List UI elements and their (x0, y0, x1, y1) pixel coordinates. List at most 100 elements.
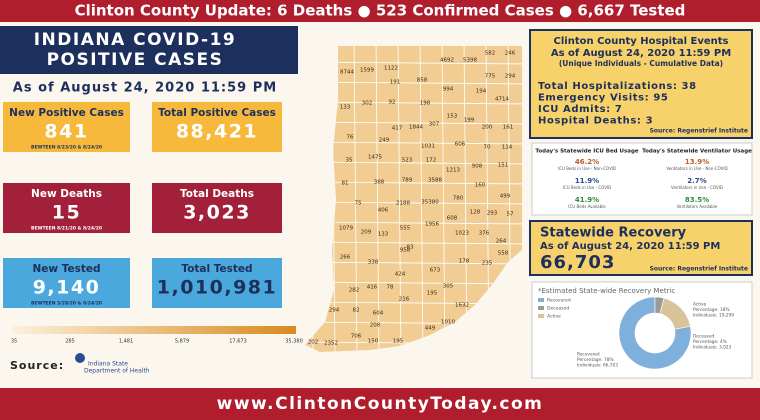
county-count: 608 (447, 216, 458, 222)
logo-text: Department of Health (84, 368, 150, 375)
county-count: 151 (498, 163, 509, 169)
county-count: 208 (370, 323, 381, 329)
county-count: 406 (378, 208, 389, 214)
county-count: 76 (347, 135, 354, 141)
metric-title: *Estimated State-wide Recovery Metric (538, 287, 675, 295)
recovery-value: 66,703 (540, 252, 615, 273)
hospital-panel (529, 29, 753, 139)
county-count: 994 (443, 87, 454, 93)
county-count: 264 (496, 239, 507, 245)
county-count: 858 (417, 78, 428, 84)
county-line (397, 46, 402, 352)
donut: RecoveredDeceasedActiveRecoveredPercenta… (538, 296, 734, 370)
segment-label: Individuals: 66,703 (577, 363, 618, 369)
county-count: 307 (429, 122, 440, 128)
county-count: 8744 (340, 70, 354, 76)
stat-note: BEWTEEN 3/28/20 & 8/24/20 (31, 301, 102, 307)
county-count: 1599 (360, 68, 374, 74)
county-count: 555 (400, 226, 411, 232)
legend: 35 285 1,481 5,879 17,673 35,380 (11, 339, 303, 345)
county-count: 235 (482, 261, 493, 267)
recovery-panel (529, 220, 753, 276)
stat-label: Total Tested (181, 263, 252, 275)
county-count: 83 (407, 245, 414, 251)
segment-label: Active (693, 302, 707, 308)
legend-label: 5,879 (175, 339, 189, 345)
usage-label: Ventilators in Use - Non-COVID (666, 166, 727, 171)
county-count: 2352 (324, 341, 338, 347)
county-count: 35380 (421, 200, 439, 206)
county-count: 246 (505, 51, 516, 57)
logo-text: Indiana State (88, 361, 128, 368)
county-count: 178 (459, 259, 470, 265)
county-count: 908 (472, 164, 483, 170)
county-count: 35 (346, 158, 353, 164)
county-count: 376 (479, 231, 490, 237)
source-label: Source: (10, 359, 64, 372)
stat-value: 841 (44, 121, 88, 143)
footer-bar (0, 388, 760, 420)
segment-label: Individuals: 3,023 (693, 345, 732, 351)
stat-note: BEWTEEN 8/21/20 & 8/24/20 (31, 226, 102, 232)
legend-entry: Active (547, 314, 561, 320)
hospital-title: As of August 24, 2020 11:59 PM (551, 48, 731, 59)
county-count: 606 (455, 142, 466, 148)
segment-label: Percentage: 18% (693, 307, 730, 313)
usage-value: 46.2% (575, 158, 599, 166)
county-count: 706 (351, 334, 362, 340)
county-count: 582 (485, 51, 496, 57)
legend-label: 1,481 (119, 339, 133, 345)
title: INDIANA COVID-19 (34, 30, 237, 50)
banner-bar (0, 0, 760, 22)
county-line (305, 261, 522, 265)
county-line (305, 121, 522, 125)
stat-value: 15 (52, 202, 81, 224)
county-count: 128 (470, 210, 481, 216)
title-panel (0, 26, 298, 74)
usage-value: 2.7% (687, 177, 706, 185)
stat-box (152, 102, 282, 152)
county-count: 172 (426, 158, 437, 164)
hospital-line: Emergency Visits: 95 (538, 93, 668, 104)
county-count: 209 (361, 230, 372, 236)
stat-box (3, 258, 130, 308)
county-count: 133 (378, 232, 389, 238)
stat-box (3, 183, 130, 233)
logo-icon (75, 353, 85, 363)
legend-swatch (538, 306, 544, 310)
usage-panel (531, 142, 753, 216)
stat-label: New Deaths (31, 188, 102, 200)
county-count: 4692 (440, 58, 454, 64)
county-count: 161 (503, 125, 514, 131)
segment-label: Deceased (693, 334, 714, 340)
county-count: 114 (502, 145, 513, 151)
county-count: 195 (393, 339, 404, 345)
county-count: 1632 (455, 303, 469, 309)
county-count: 1079 (339, 226, 353, 232)
county-count: 198 (420, 101, 431, 107)
county-count: 216 (399, 297, 410, 303)
county-count: 2188 (396, 201, 410, 207)
banner: Clinton County Update: 6 Deaths ● 523 Co… (75, 2, 686, 20)
county-count: 78 (387, 285, 394, 291)
county-count: 200 (482, 125, 493, 131)
county-line (305, 241, 522, 245)
county-line (305, 281, 522, 285)
county-count: 202 (308, 340, 319, 346)
county-count: 775 (485, 74, 496, 80)
county-count: 1122 (384, 66, 398, 72)
county-count: 558 (498, 251, 509, 257)
stat-boxes: New Positive Cases 841 BEWTEEN 8/23/20 & 8… (3, 102, 282, 308)
county-count: 1475 (368, 155, 382, 161)
county-line (463, 46, 468, 352)
county-line (305, 101, 522, 105)
hospital-line: ICU Admits: 7 (538, 104, 622, 115)
legend-label: 35,380 (285, 339, 303, 345)
county-count: 388 (374, 180, 385, 186)
hospital-line: Total Hospitalizations: 38 (538, 81, 697, 92)
recovery-title: Statewide Recovery (540, 226, 687, 241)
stat-box (152, 183, 282, 233)
county-count: 293 (487, 211, 498, 217)
stat-label: Total Deaths (180, 188, 254, 200)
